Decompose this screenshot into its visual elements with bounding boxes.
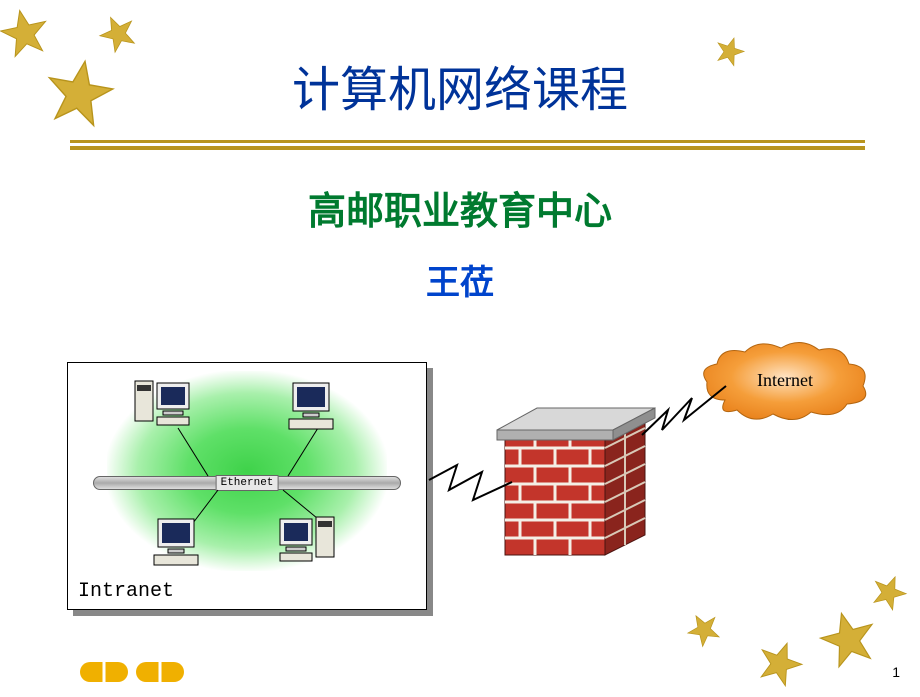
subtitle: 高邮职业教育中心 (0, 180, 920, 235)
intranet-panel: Ethernet (67, 362, 427, 610)
ethernet-label: Ethernet (216, 475, 279, 491)
nav-pill[interactable] (136, 662, 184, 682)
computer-icon (133, 377, 193, 432)
nav-pills (80, 662, 184, 682)
link-intranet-firewall (427, 460, 517, 520)
page-number: 1 (892, 664, 900, 680)
author-name: 王莅 (0, 255, 920, 304)
nav-pill[interactable] (80, 662, 128, 682)
computer-icon (278, 513, 338, 568)
intranet-label: Intranet (78, 580, 174, 603)
computer-icon (283, 377, 343, 432)
title-divider (70, 140, 865, 150)
internet-label: Internet (740, 370, 830, 391)
computer-icon (148, 513, 208, 568)
link-firewall-internet (640, 380, 730, 450)
page-title: 计算机网络课程 (0, 50, 920, 120)
star-icon (749, 634, 810, 697)
network-diagram: Ethernet (55, 350, 895, 630)
